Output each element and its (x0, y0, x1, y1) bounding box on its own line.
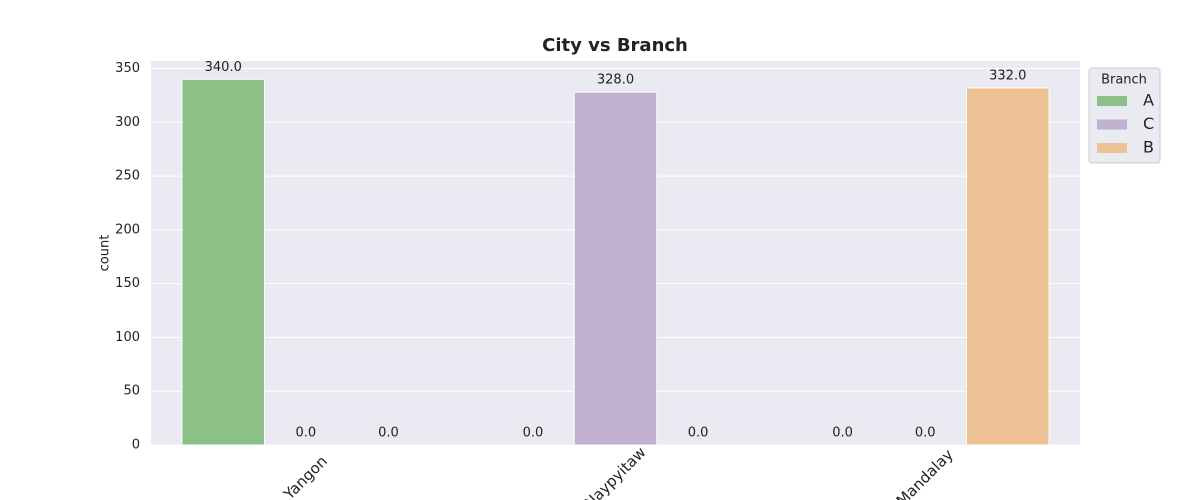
legend-swatch (1097, 143, 1127, 153)
y-axis-label: count (98, 235, 113, 272)
y-tick-label: 150 (115, 276, 140, 291)
y-tick-label: 0 (132, 438, 140, 453)
y-tick-label: 50 (123, 384, 140, 399)
value-label: 332.0 (989, 68, 1026, 83)
y-tick-label: 250 (115, 169, 140, 184)
value-label: 328.0 (597, 73, 634, 88)
y-tick-label: 100 (115, 330, 140, 345)
legend-label: C (1143, 114, 1154, 133)
value-label: 0.0 (523, 426, 544, 441)
legend-title: Branch (1101, 73, 1147, 88)
legend-label: A (1143, 91, 1154, 110)
value-label: 0.0 (378, 426, 399, 441)
x-tick-label: Yangon (279, 452, 331, 500)
value-label: 0.0 (915, 426, 936, 441)
y-tick-label: 300 (115, 115, 140, 130)
legend-box (1088, 67, 1161, 164)
value-label: 0.0 (295, 426, 316, 441)
legend-swatch (1097, 119, 1127, 130)
x-tick-label: Naypyitaw (581, 443, 650, 500)
x-tick-label: Mandalay (893, 446, 957, 500)
bar (965, 87, 1050, 446)
value-label: 0.0 (832, 426, 853, 441)
bar (181, 78, 266, 446)
value-label: 340.0 (205, 60, 242, 75)
bar (573, 91, 658, 446)
chart-title: City vs Branch (542, 35, 688, 56)
value-label: 0.0 (688, 426, 709, 441)
y-tick-label: 350 (115, 61, 140, 76)
legend-label: B (1143, 138, 1154, 157)
legend-swatch (1097, 96, 1127, 106)
y-tick-label: 200 (115, 222, 140, 237)
